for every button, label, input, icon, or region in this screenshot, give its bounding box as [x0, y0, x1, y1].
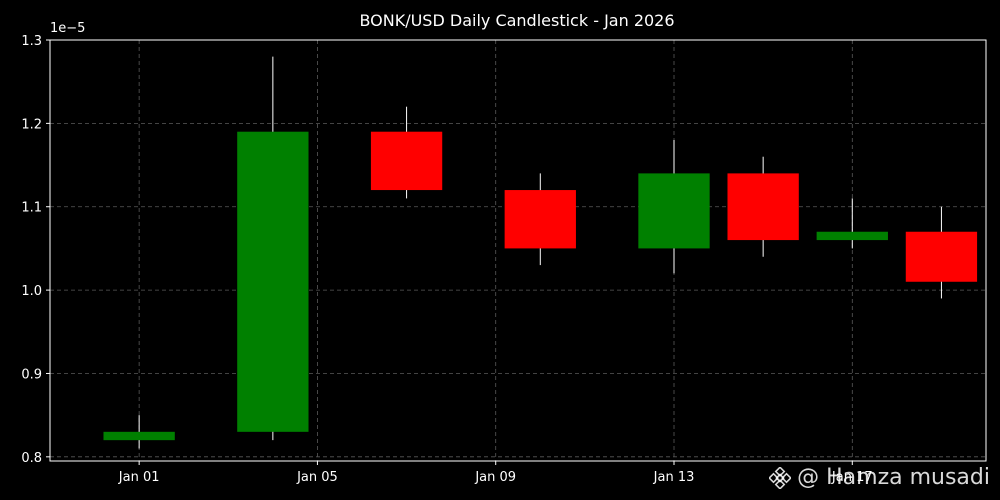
y-tick-label: 0.8	[21, 451, 42, 466]
grid-lines	[50, 39, 986, 461]
y-tick-label: 1.3	[21, 34, 42, 49]
candle-body-up	[103, 431, 175, 441]
x-tick-label: Jan 17	[831, 470, 873, 485]
chart-title: BONK/USD Daily Candlestick - Jan 2026	[359, 11, 674, 30]
candle-body-up	[237, 131, 309, 432]
candle-body-down	[727, 173, 799, 241]
candle-body-down	[905, 231, 978, 282]
axes: 0.8 0.9 1.0 1.1 1.2 1.3 Jan 01 Jan 05 Jan 09 Jan …	[21, 34, 987, 485]
x-tick-label: Jan 09	[474, 470, 516, 485]
candle-body-down	[370, 131, 443, 191]
y-tick-label: 1.1	[21, 201, 42, 216]
candles	[103, 56, 978, 449]
x-tick-label: Jan 01	[118, 470, 160, 485]
plot-frame	[49, 39, 987, 462]
y-tick-label: 0.9	[21, 367, 42, 382]
candle-body-down	[504, 190, 576, 249]
y-tick-label: 1.2	[21, 117, 42, 132]
y-axis-offset-label: 1e−5	[50, 21, 85, 36]
x-tick-label: Jan 13	[653, 470, 695, 485]
candle-body-up	[638, 173, 710, 249]
y-tick-label: 1.0	[21, 284, 42, 299]
x-tick-label: Jan 05	[296, 470, 338, 485]
candle-body-up	[816, 231, 888, 241]
